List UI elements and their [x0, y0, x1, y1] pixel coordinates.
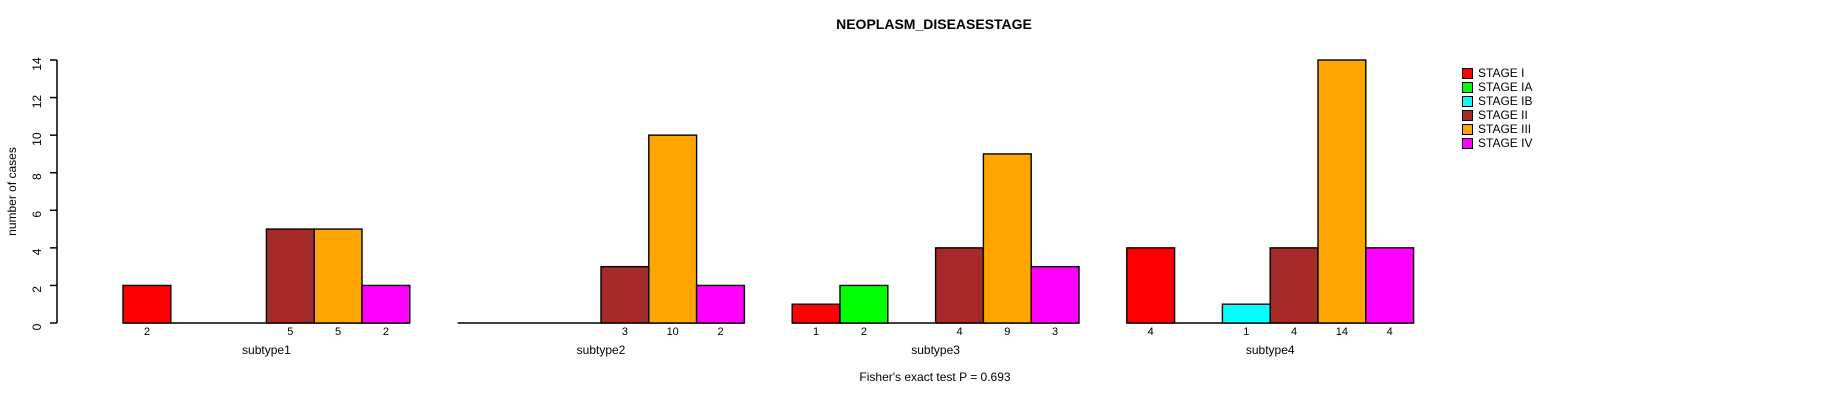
bar-value-label: 1	[813, 326, 819, 338]
bar-stage-ii-subtype3	[934, 247, 985, 324]
legend-label-stage-ib: STAGE IB	[1478, 94, 1533, 108]
bar-stage-ii-subtype2	[600, 265, 650, 324]
bar-value-label: 2	[383, 326, 389, 338]
bar-value-label: 4	[956, 326, 962, 338]
legend-item: STAGE II	[1462, 108, 1532, 122]
bar-stage-iii-subtype4	[1317, 59, 1367, 324]
legend-item: STAGE III	[1462, 122, 1532, 136]
y-tick-label: 2	[30, 286, 44, 293]
category-label-subtype1: subtype1	[242, 343, 291, 357]
bar-value-label: 10	[667, 326, 679, 338]
category-label-subtype3: subtype3	[911, 343, 960, 357]
bar-value-label: 2	[717, 326, 723, 338]
legend-label-stage-i: STAGE I	[1478, 66, 1525, 80]
bar-value-label: 5	[335, 326, 341, 338]
bar-value-label: 1	[1243, 326, 1249, 338]
y-tick-label: 8	[30, 173, 44, 180]
bar-value-label: 9	[1004, 326, 1010, 338]
bar-value-label: 2	[861, 326, 867, 338]
y-tick-label: 14	[30, 57, 44, 71]
y-tick-label: 12	[30, 95, 44, 109]
y-tick-label: 10	[30, 132, 44, 146]
bar-stage-i-subtype3	[791, 303, 841, 324]
bar-stage-iv-subtype3	[1030, 265, 1080, 324]
bar-stage-ii-subtype1	[265, 228, 315, 324]
legend-swatch-stage-iii	[1462, 123, 1473, 135]
y-axis-title: number of cases	[5, 147, 19, 236]
legend-swatch-stage-ia	[1462, 81, 1473, 93]
bar-stage-ib-subtype4	[1221, 303, 1271, 324]
bar-value-label: 3	[1052, 326, 1058, 338]
bar-stage-iv-subtype4	[1365, 247, 1415, 324]
bar-stage-iii-subtype2	[648, 134, 698, 324]
legend-swatch-stage-ii	[1462, 109, 1473, 121]
legend-label-stage-iv: STAGE IV	[1478, 136, 1533, 150]
bar-value-label: 2	[144, 326, 150, 338]
legend-label-stage-ii: STAGE II	[1478, 108, 1528, 122]
bar-value-label: 4	[1291, 326, 1297, 338]
bar-stage-ii-subtype4	[1269, 247, 1319, 324]
bar-stage-iii-subtype1	[313, 228, 363, 324]
y-tick-label: 0	[30, 323, 44, 330]
fisher-test-note: Fisher's exact test P = 0.693	[859, 370, 1011, 384]
category-label-subtype4: subtype4	[1246, 343, 1295, 357]
legend-item: STAGE IV	[1462, 136, 1532, 150]
legend-swatch-stage-i	[1462, 67, 1473, 79]
chart-title: NEOPLASM_DISEASESTAGE	[836, 16, 1032, 32]
legend-item: STAGE IA	[1462, 80, 1532, 94]
legend-swatch-stage-ib	[1462, 95, 1473, 107]
bar-stage-iv-subtype1	[361, 284, 411, 324]
legend-item: STAGE IB	[1462, 94, 1532, 108]
bar-stage-i-subtype1	[122, 284, 172, 324]
bar-stage-i-subtype4	[1126, 247, 1176, 324]
y-tick-label: 6	[30, 211, 44, 218]
bar-stage-iv-subtype2	[695, 284, 746, 324]
bar-stage-iii-subtype3	[982, 153, 1032, 324]
y-tick-label: 4	[30, 248, 44, 255]
bar-stage-ia-subtype3	[839, 284, 889, 324]
bar-value-label: 5	[287, 326, 293, 338]
legend-label-stage-iii: STAGE III	[1478, 122, 1532, 136]
bar-value-label: 4	[1387, 326, 1393, 338]
category-label-subtype2: subtype2	[577, 343, 626, 357]
legend-swatch-stage-iv	[1462, 137, 1473, 149]
legend: STAGE I STAGE IA STAGE IB STAGE II STAGE…	[1462, 66, 1532, 150]
bar-value-label: 3	[622, 326, 628, 338]
bar-value-label: 4	[1148, 326, 1154, 338]
legend-label-stage-ia: STAGE IA	[1478, 80, 1533, 94]
bar-value-label: 14	[1336, 326, 1348, 338]
legend-item: STAGE I	[1462, 66, 1532, 80]
